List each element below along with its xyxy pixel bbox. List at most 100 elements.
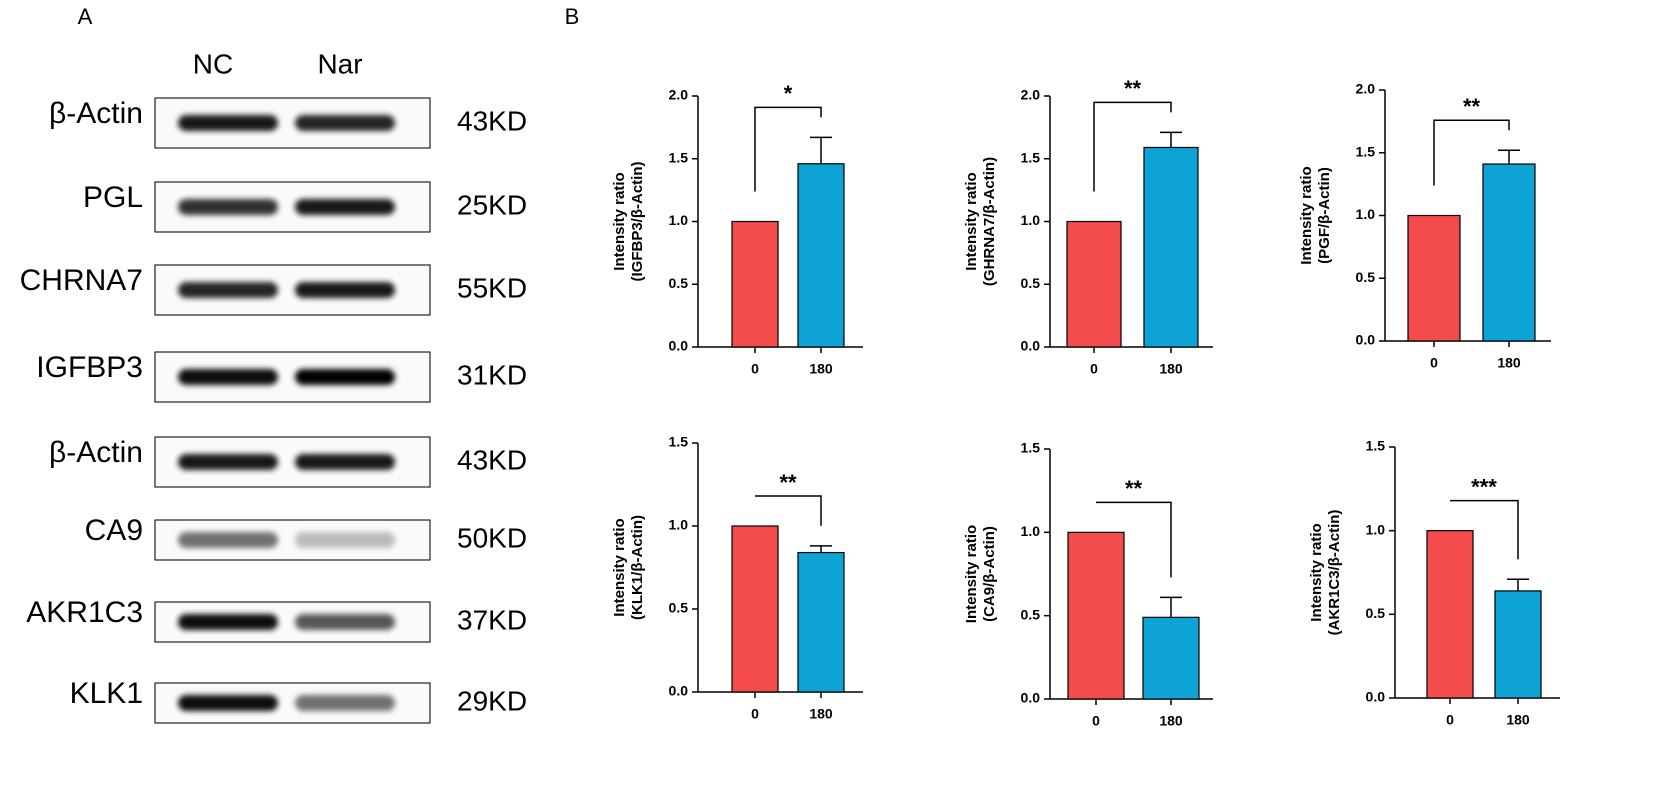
blot-band	[178, 454, 278, 470]
significance-label: **	[779, 470, 797, 495]
size-label: 29KD	[457, 685, 527, 716]
blot-band	[178, 199, 278, 215]
protein-label: CA9	[85, 514, 143, 547]
bar	[731, 220, 779, 348]
significance-label: **	[1124, 76, 1142, 101]
x-tick-label: 180	[1506, 712, 1530, 728]
y-axis-label: (KLK1/β-Actin)	[629, 515, 646, 620]
x-tick-label: 0	[751, 361, 759, 377]
size-label: 50KD	[457, 522, 527, 553]
blot-band	[178, 369, 278, 385]
bar	[1066, 220, 1122, 348]
y-tick-label: 0.0	[669, 338, 689, 354]
x-tick-label: 0	[751, 706, 759, 722]
y-axis-label: (PGF/β-Actin)	[1316, 167, 1333, 264]
x-tick-label: 180	[1159, 361, 1183, 377]
y-tick-label: 0.5	[1366, 605, 1386, 621]
size-label: 43KD	[457, 444, 527, 475]
blot-band	[295, 199, 395, 215]
bar	[1407, 214, 1461, 342]
y-tick-label: 1.5	[669, 149, 689, 165]
y-axis-label: Intensity ratio	[1298, 166, 1315, 264]
y-tick-label: 2.0	[669, 87, 689, 103]
significance-label: ***	[1471, 474, 1497, 499]
y-tick-label: 0.0	[1366, 689, 1386, 705]
size-label: 43KD	[457, 105, 527, 136]
protein-label: CHRNA7	[20, 264, 143, 297]
protein-label: IGFBP3	[36, 351, 143, 384]
y-tick-label: 0.5	[669, 275, 689, 291]
significance-bracket	[1096, 501, 1172, 578]
y-axis-label: Intensity ratio	[611, 172, 628, 270]
error-bar	[1160, 596, 1182, 618]
significance-bracket	[1450, 499, 1519, 560]
y-tick-label: 0.5	[669, 600, 689, 616]
y-tick-label: 1.5	[1021, 149, 1041, 165]
significance-bracket	[1433, 119, 1510, 186]
y-tick-label: 0.0	[669, 683, 689, 699]
blot-band	[295, 115, 395, 131]
y-axis-label: Intensity ratio	[963, 525, 980, 623]
y-tick-label: 2.0	[1021, 87, 1041, 103]
size-label: 31KD	[457, 359, 527, 390]
blot-band	[295, 532, 395, 548]
error-bar	[1507, 578, 1529, 591]
y-tick-label: 0.5	[1021, 275, 1041, 291]
y-tick-label: 1.0	[669, 212, 689, 228]
significance-label: *	[784, 81, 793, 106]
y-axis-label: (IGFBP3/β-Actin)	[629, 162, 646, 282]
error-bar	[1160, 131, 1182, 148]
y-tick-label: 1.0	[669, 517, 689, 533]
y-tick-label: 0.0	[1021, 690, 1041, 706]
size-label: 55KD	[457, 272, 527, 303]
y-tick-label: 1.5	[1356, 143, 1376, 159]
y-tick-label: 1.5	[1021, 440, 1041, 456]
blot-band	[295, 282, 395, 298]
x-tick-label: 180	[809, 706, 833, 722]
significance-bracket	[755, 495, 822, 526]
significance-bracket	[1093, 101, 1172, 192]
y-axis-label: Intensity ratio	[611, 518, 628, 616]
error-bar	[810, 136, 832, 164]
y-axis-label: Intensity ratio	[963, 172, 980, 270]
y-tick-label: 0.0	[1356, 332, 1376, 348]
protein-label: β-Actin	[49, 436, 143, 469]
bar	[1143, 146, 1199, 348]
x-tick-label: 0	[1090, 361, 1098, 377]
error-bar	[810, 545, 832, 553]
blot-band	[178, 695, 278, 711]
y-tick-label: 0.5	[1356, 269, 1376, 285]
bar	[1142, 616, 1200, 700]
significance-bracket	[754, 106, 822, 192]
bar	[797, 551, 845, 693]
y-tick-label: 0.0	[1021, 338, 1041, 354]
y-axis-label: (GHRNA7/β-Actin)	[981, 157, 998, 286]
blot-band	[295, 614, 395, 630]
x-tick-label: 0	[1430, 355, 1438, 371]
y-axis-label: (AKR1C3/β-Actin)	[1326, 510, 1343, 636]
x-tick-label: 0	[1092, 713, 1100, 729]
lane-label: NC	[193, 48, 233, 79]
protein-label: KLK1	[70, 677, 143, 710]
y-tick-label: 1.5	[1366, 438, 1386, 454]
blot-band	[295, 369, 395, 385]
protein-label: β-Actin	[49, 97, 143, 130]
y-tick-label: 0.5	[1021, 606, 1041, 622]
y-tick-label: 1.0	[1021, 523, 1041, 539]
bar	[1067, 531, 1125, 700]
blot-band	[295, 454, 395, 470]
bar	[1482, 163, 1536, 342]
bar	[797, 163, 845, 348]
significance-label: **	[1463, 94, 1481, 119]
x-tick-label: 180	[809, 361, 833, 377]
bar	[1494, 590, 1542, 699]
bar	[731, 525, 779, 693]
y-tick-label: 2.0	[1356, 81, 1376, 97]
y-tick-label: 1.5	[669, 434, 689, 450]
significance-label: **	[1125, 476, 1143, 501]
size-label: 25KD	[457, 189, 527, 220]
x-tick-label: 180	[1497, 355, 1521, 371]
panel-label: B	[565, 4, 580, 29]
blot-band	[178, 532, 278, 548]
